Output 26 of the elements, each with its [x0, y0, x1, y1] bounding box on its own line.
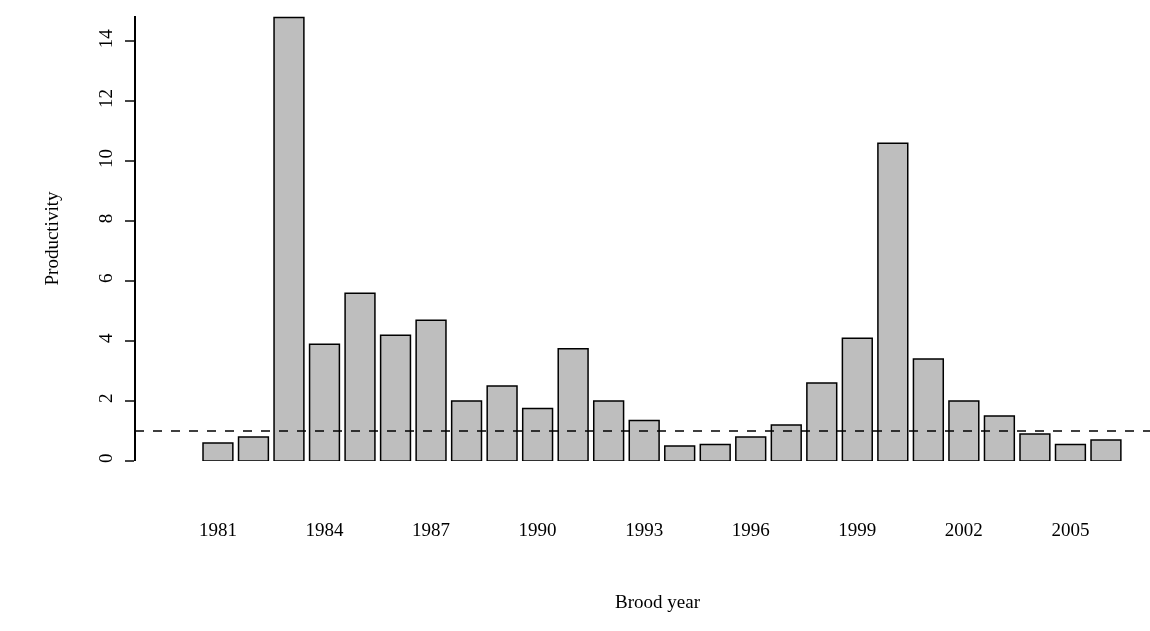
bar — [699, 443, 731, 461]
bar — [1090, 439, 1122, 461]
y-tick-label: 0 — [94, 453, 116, 463]
bar — [735, 436, 767, 461]
y-tick-label: 2 — [94, 393, 116, 403]
x-tick-label: 1996 — [731, 519, 770, 540]
bar — [202, 442, 234, 461]
y-tick-label: 10 — [94, 148, 116, 168]
x-tick-label: 1987 — [412, 519, 451, 540]
y-axis-title: Productivity — [41, 191, 62, 286]
x-tick-label: 1990 — [518, 519, 557, 540]
y-tick-label: 14 — [94, 28, 116, 49]
y-tick-label: 8 — [94, 213, 116, 224]
x-tick-label: 1999 — [838, 519, 877, 540]
bar — [237, 436, 270, 461]
y-tick-label: 6 — [94, 273, 116, 284]
x-tick-label: 1981 — [198, 519, 237, 540]
x-tick-label: 2002 — [944, 519, 983, 540]
y-tick-label: 12 — [94, 89, 116, 109]
bar — [664, 445, 696, 461]
y-tick-label: 4 — [94, 333, 116, 344]
x-tick-label: 1993 — [625, 519, 664, 540]
x-tick-label: 1984 — [305, 519, 344, 540]
x-tick-label: 2005 — [1051, 519, 1090, 540]
x-axis-title: Brood year — [615, 590, 701, 612]
bar — [1054, 443, 1087, 461]
